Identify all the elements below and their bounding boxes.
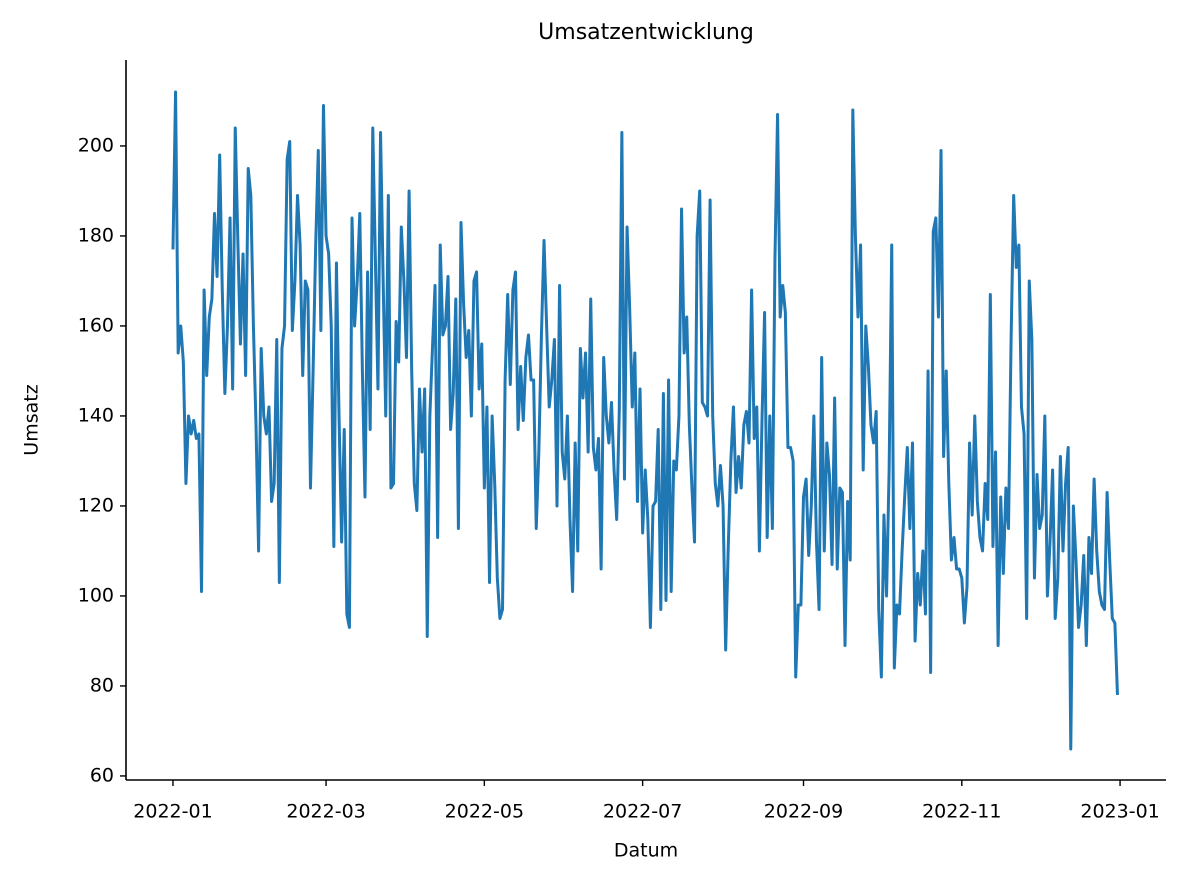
x-tick-label: 2022-03 bbox=[286, 801, 365, 823]
y-tick-label: 140 bbox=[78, 404, 114, 426]
y-tick-label: 100 bbox=[78, 584, 114, 606]
x-tick-label: 2022-11 bbox=[922, 801, 1001, 823]
y-tick-label: 60 bbox=[90, 764, 114, 786]
x-tick-label: 2022-05 bbox=[445, 801, 524, 823]
x-axis-label: Datum bbox=[614, 840, 678, 862]
x-tick-label: 2023-01 bbox=[1080, 801, 1159, 823]
x-tick-label: 2022-07 bbox=[603, 801, 682, 823]
x-tick-label: 2022-01 bbox=[133, 801, 212, 823]
line bbox=[171, 90, 1119, 751]
y-axis-label: Umsatz bbox=[21, 384, 43, 455]
y-tick-label: 120 bbox=[78, 494, 114, 516]
y-tick-label: 160 bbox=[78, 314, 114, 336]
chart-title: Umsatzentwicklung bbox=[538, 20, 754, 45]
y-tick-label: 80 bbox=[90, 674, 114, 696]
y-tick-label: 200 bbox=[78, 134, 114, 156]
x-tick-label: 2022-09 bbox=[764, 801, 843, 823]
y-tick-label: 180 bbox=[78, 224, 114, 246]
